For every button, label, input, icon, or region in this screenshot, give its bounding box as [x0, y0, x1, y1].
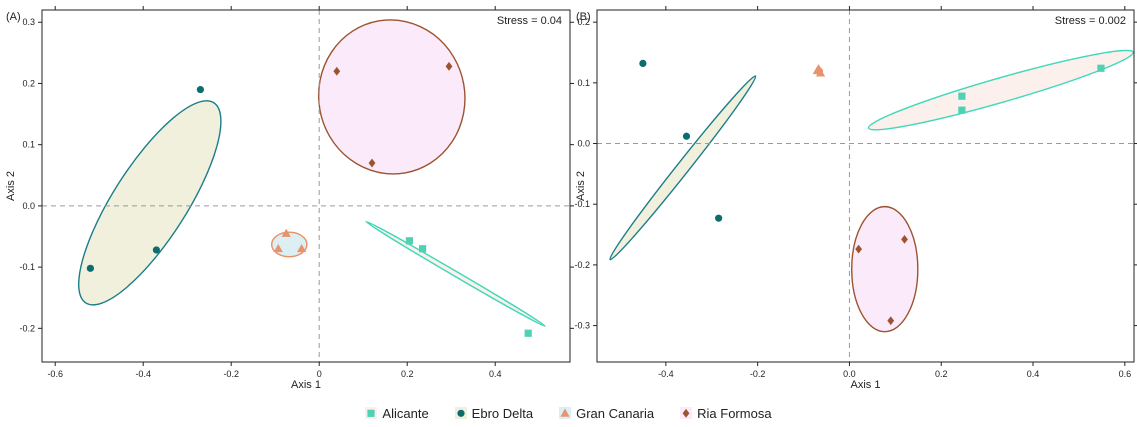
panel-a: -0.6 -0.4 -0.2 0 0.2 0.4 -0.2 -0.1 0.0 0.1 0.2 0.3(… [5, 6, 574, 391]
y-tick-label: 0.2 [577, 17, 590, 27]
legend-label-alicante: Alicante [382, 405, 429, 421]
y-tick-label: 0.2 [22, 78, 35, 88]
point-ria-formosa [445, 61, 453, 71]
ellipse-ria-formosa [317, 19, 466, 175]
legend-item-alicante: Alicante [365, 405, 429, 421]
legend-label-ebro-delta: Ebro Delta [471, 405, 534, 421]
legend-marker-shape-gran-canaria [560, 408, 570, 417]
point-ebro-delta [86, 264, 94, 272]
point-ebro-delta [152, 246, 160, 254]
point-gran-canaria [815, 68, 826, 77]
point-gran-canaria [281, 228, 291, 237]
point-alicante [958, 92, 966, 100]
legend-marker-shape-alicante [367, 409, 376, 417]
x-tick-label: -0.2 [223, 369, 239, 379]
y-tick-label: -0.2 [19, 323, 35, 333]
point-ria-formosa [333, 66, 341, 76]
x-tick-label: -0.2 [750, 369, 766, 379]
ellipse-ebro-delta [609, 75, 757, 261]
legend-item-ebro-delta: Ebro Delta [454, 405, 534, 421]
y-tick-label: 0.1 [577, 78, 590, 88]
y-tick-label: -0.1 [19, 262, 35, 272]
legend-key-alicante [365, 407, 378, 419]
y-tick-label: 0.1 [22, 140, 35, 150]
y-tick-label: -0.3 [574, 321, 590, 331]
point-alicante [1097, 64, 1105, 72]
point-ebro-delta [715, 214, 723, 222]
y-axis-label: Axis 2 [575, 171, 587, 201]
point-gran-canaria [814, 64, 824, 73]
x-tick-label: 0.0 [843, 369, 856, 379]
y-axis-label: Axis 2 [5, 171, 17, 201]
point-alicante [958, 106, 966, 114]
plot-frame [41, 9, 571, 363]
point-ria-formosa [901, 235, 908, 244]
legend-marker-alicante [367, 409, 376, 417]
x-tick-label: 0.2 [401, 369, 414, 379]
legend-marker-ria-formosa [682, 408, 690, 418]
legend-key-ebro-delta [454, 407, 467, 419]
legend-label-gran-canaria: Gran Canaria [576, 405, 655, 421]
point-ria-formosa [855, 244, 863, 254]
stress-label: Stress = 0.002 [1055, 15, 1126, 27]
x-tick-label: 0.2 [935, 369, 948, 379]
x-tick-label: -0.6 [47, 369, 63, 379]
y-tick-label: -0.2 [574, 260, 590, 270]
plot-frame [596, 9, 1135, 363]
y-tick-label: 0.0 [22, 201, 35, 211]
legend-marker-shape-ria-formosa [682, 408, 690, 418]
ellipse-ebro-delta [78, 100, 222, 306]
legend-label-ria-formosa: Ria Formosa [697, 405, 772, 421]
x-axis-label: Axis 1 [291, 379, 321, 391]
point-alicante [419, 245, 427, 253]
legend-marker-shape-ebro-delta [457, 409, 465, 417]
legend-marker-ebro-delta [457, 409, 465, 417]
x-tick-label: 0.6 [1119, 369, 1132, 379]
x-tick-label: 0 [317, 369, 322, 379]
point-ebro-delta [682, 132, 691, 140]
panel-label: (B) [576, 11, 591, 23]
y-tick-label: 0.3 [22, 17, 35, 27]
point-ria-formosa [887, 316, 895, 326]
legend-key-gran-canaria [559, 407, 572, 419]
panel-label: (A) [6, 11, 21, 23]
x-tick-label: -0.4 [658, 369, 674, 379]
x-tick-label: 0.4 [489, 369, 502, 379]
point-ebro-delta [196, 85, 204, 94]
y-tick-label: -0.1 [574, 199, 590, 209]
x-axis-label: Axis 1 [851, 379, 881, 391]
stress-label: Stress = 0.04 [497, 15, 562, 27]
point-alicante [524, 329, 532, 337]
point-ebro-delta [639, 59, 647, 68]
point-gran-canaria [297, 243, 307, 253]
panel-b: -0.4 -0.2 0.0 0.2 0.4 0.6 -0.3 -0.2 -0.1 0.0 0.1 0.… [574, 6, 1137, 391]
x-tick-label: 0.4 [1027, 369, 1040, 379]
legend-item-gran-canaria: Gran Canaria [559, 406, 654, 421]
point-gran-canaria [273, 243, 283, 253]
ellipse-alicante [365, 220, 546, 327]
legend-marker-gran-canaria [560, 408, 570, 417]
x-tick-label: -0.4 [135, 369, 151, 379]
ellipse-ria-formosa [851, 205, 919, 333]
point-ria-formosa [368, 158, 376, 168]
point-alicante [405, 237, 413, 245]
legend-item-ria-formosa: Ria Formosa [680, 405, 772, 421]
legend-key-ria-formosa [680, 407, 693, 419]
legend: Alicante Ebro Delta Gran Canaria Ria For… [0, 402, 1137, 424]
y-tick-label: 0.0 [577, 139, 590, 149]
ellipse-alicante [867, 49, 1134, 131]
